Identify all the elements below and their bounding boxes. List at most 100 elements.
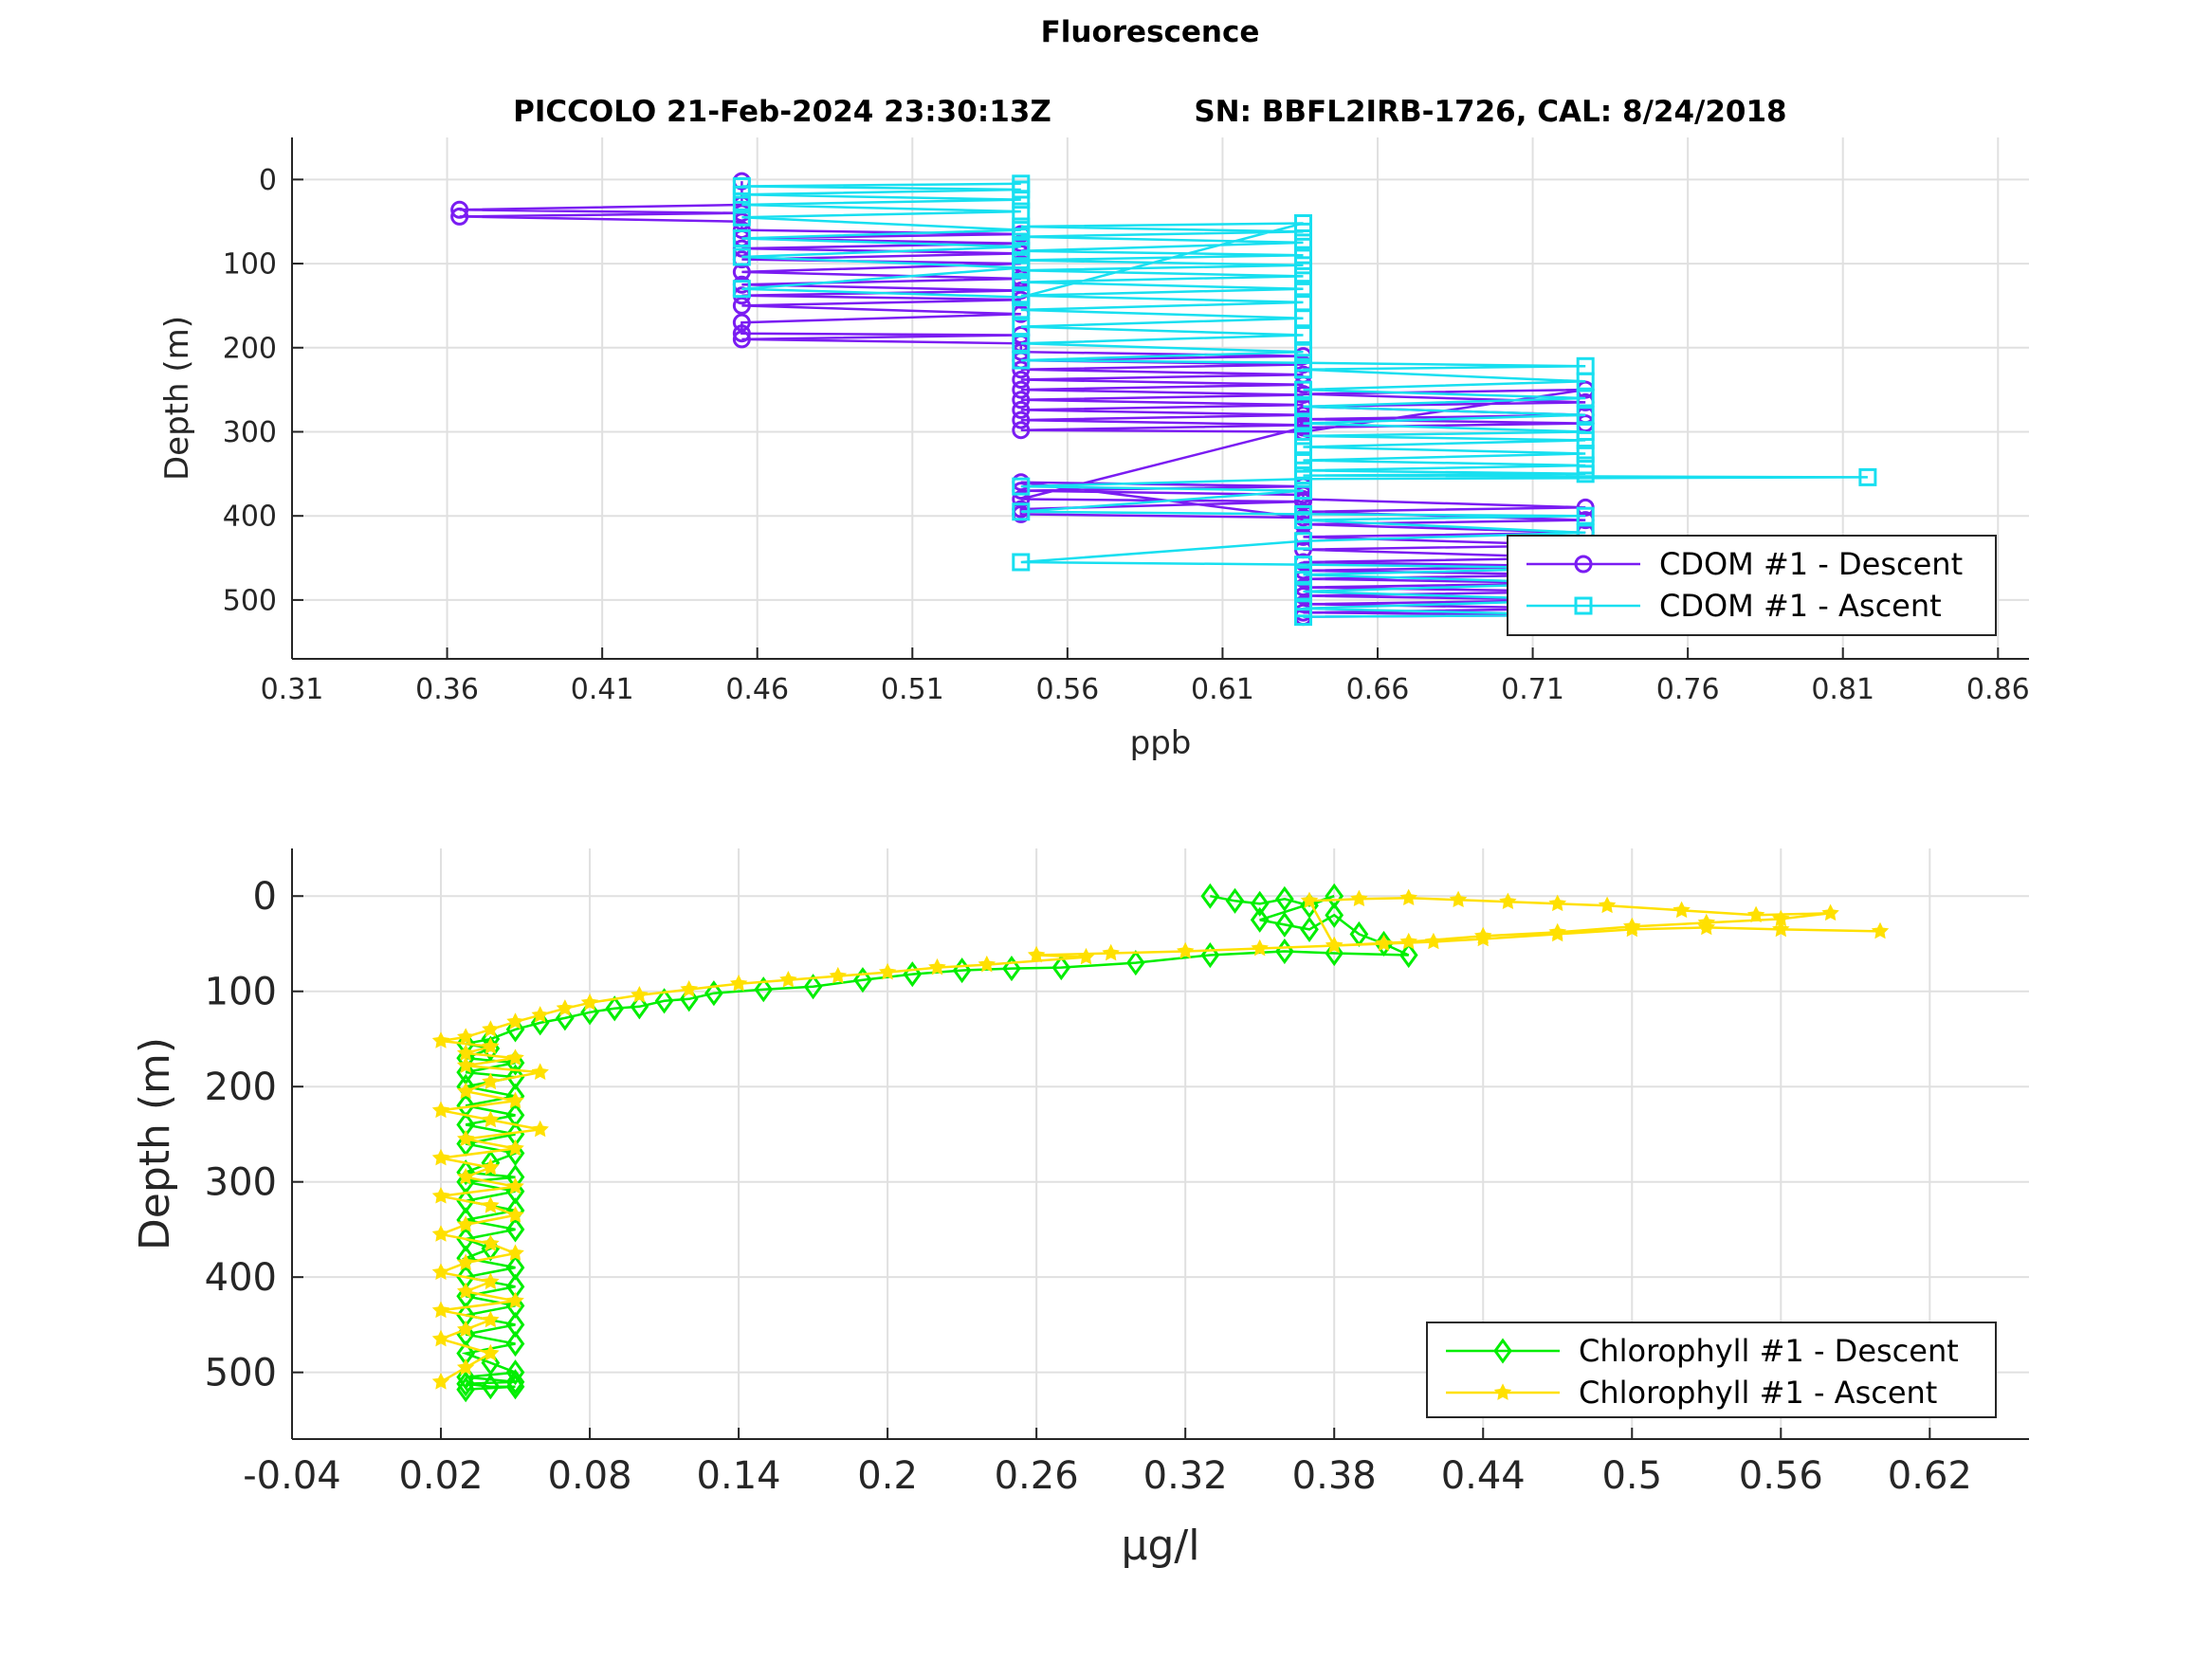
data-point: [506, 1091, 524, 1109]
data-point: [481, 1374, 501, 1400]
data-point: [456, 1253, 475, 1270]
data-point: [1125, 950, 1145, 976]
x-tick-label: 0.71: [1501, 673, 1564, 706]
data-point: [431, 1187, 450, 1204]
figure-subtitle-right: SN: BBFL2IRB-1726, CAL: 8/24/2018: [1194, 95, 1786, 129]
data-point: [531, 1120, 549, 1138]
data-point: [1077, 947, 1095, 965]
x-tick-label: 0.44: [1441, 1454, 1526, 1498]
y-axis-label: Depth (m): [131, 1037, 179, 1250]
data-point: [1424, 932, 1443, 950]
data-point: [1772, 920, 1790, 938]
x-tick-label: -0.04: [243, 1454, 341, 1498]
x-tick-label: 0.32: [1143, 1454, 1228, 1498]
data-point: [482, 1072, 500, 1090]
data-point: [1012, 180, 1031, 199]
data-point: [1012, 553, 1031, 572]
legend-entry-label: Chlorophyll #1 - Descent: [1579, 1333, 1959, 1369]
x-axis-label: ppb: [1130, 724, 1192, 762]
data-point: [654, 988, 674, 1014]
data-point: [482, 1110, 500, 1128]
data-point: [431, 1301, 450, 1319]
data-point: [1576, 389, 1595, 408]
data-point: [1399, 932, 1417, 950]
data-point: [1027, 945, 1046, 963]
legend-swatch-marker: [1574, 555, 1593, 574]
data-point: [1858, 467, 1877, 486]
x-tick-label: 0.66: [1346, 673, 1410, 706]
x-tick-label: 0.62: [1888, 1454, 1972, 1498]
data-point: [1325, 902, 1344, 928]
data-point: [1275, 911, 1294, 938]
data-point: [878, 962, 897, 980]
data-point: [431, 1148, 450, 1166]
data-point: [829, 966, 848, 984]
y-tick-label: 200: [205, 1066, 277, 1109]
data-point: [605, 995, 625, 1022]
data-point: [482, 1310, 500, 1328]
data-point: [732, 313, 751, 332]
data-point: [456, 1028, 475, 1045]
data-point: [1499, 892, 1517, 910]
legend-entry-label: CDOM #1 - Descent: [1659, 546, 1963, 582]
data-point: [1673, 901, 1691, 919]
data-point: [1012, 410, 1031, 429]
x-tick-label: 0.81: [1811, 673, 1874, 706]
data-point: [506, 1048, 524, 1066]
data-point: [1697, 913, 1716, 931]
data-point: [1293, 325, 1312, 344]
data-point: [732, 208, 751, 227]
data-point: [506, 1244, 524, 1261]
data-point: [1012, 370, 1031, 389]
x-tick-label: 0.08: [548, 1454, 632, 1498]
data-point: [1576, 506, 1595, 525]
legend-swatch-marker: [1493, 1383, 1512, 1400]
data-point: [1398, 941, 1418, 969]
data-point: [1576, 445, 1595, 464]
data-point: [1251, 939, 1269, 957]
data-point: [732, 324, 751, 343]
data-point: [1012, 421, 1031, 440]
x-tick-label: 0.51: [881, 673, 944, 706]
legend-entry-label: Chlorophyll #1 - Ascent: [1579, 1375, 1937, 1411]
data-point: [928, 957, 946, 975]
data-point: [1473, 926, 1492, 944]
data-point: [431, 1372, 450, 1390]
data-point: [506, 1291, 524, 1309]
data-point: [1399, 888, 1417, 906]
data-point: [1012, 273, 1031, 292]
data-point: [1250, 906, 1270, 933]
legend: Chlorophyll #1 - Descent Chlorophyll #1 -…: [1426, 1322, 1997, 1418]
data-point: [456, 1282, 475, 1300]
data-point: [1012, 251, 1031, 270]
data-point: [1293, 582, 1312, 601]
x-tick-label: 0.38: [1292, 1454, 1377, 1498]
x-tick-label: 0.76: [1656, 673, 1720, 706]
data-point: [1012, 217, 1031, 236]
data-point: [1300, 891, 1319, 909]
x-tick-label: 0.61: [1191, 673, 1254, 706]
data-point: [456, 1056, 475, 1073]
data-point: [1293, 380, 1312, 399]
data-point: [1293, 556, 1312, 574]
data-point: [1012, 360, 1031, 379]
data-point: [1293, 414, 1312, 433]
data-point: [1576, 430, 1595, 449]
data-point: [732, 185, 751, 204]
legend-box: [1507, 535, 1997, 636]
data-point: [732, 280, 751, 299]
data-point: [481, 1150, 501, 1176]
data-point: [1576, 372, 1595, 391]
plot-area: [431, 883, 1890, 1403]
data-point: [505, 1216, 525, 1243]
data-point: [1293, 532, 1312, 551]
data-point: [482, 1020, 500, 1037]
data-point: [450, 200, 469, 219]
data-point: [1374, 930, 1394, 957]
data-point: [1293, 608, 1312, 627]
data-point: [456, 1371, 476, 1397]
data-point: [1012, 477, 1031, 496]
data-point: [1293, 222, 1312, 241]
data-point: [732, 330, 751, 349]
data-point: [1012, 261, 1031, 280]
